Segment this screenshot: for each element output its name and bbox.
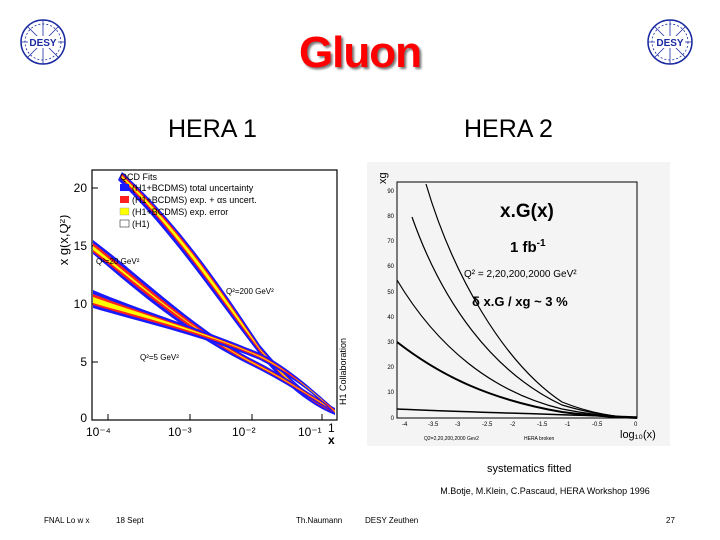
legend-item: (H1+BCDMS) exp. + αs uncert. <box>132 195 257 205</box>
lumi-label: 1 fb-1 <box>510 238 546 256</box>
right-y-tick: 20 <box>387 365 394 371</box>
hera2-label: HERA 2 <box>464 115 553 143</box>
right-y-tick: 10 <box>387 390 394 396</box>
right-y-tick: 40 <box>387 315 394 321</box>
curve-label-q20: Q²=20 GeV² <box>96 257 140 266</box>
right-x-tick: -0.5 <box>592 422 603 428</box>
right-y-tick: 80 <box>387 214 394 220</box>
left-y-tick: 5 <box>80 355 87 369</box>
right-x-tick: 0 <box>634 422 638 428</box>
left-y-tick: 15 <box>74 239 88 253</box>
right-x-tick: -2 <box>510 422 516 428</box>
left-y-tick: 10 <box>74 297 88 311</box>
legend-swatch-exp <box>119 207 130 216</box>
legend-item: (H1+BCDMS) total uncertainty <box>132 183 254 193</box>
legend-swatch-exp-as <box>120 196 129 203</box>
curve-low <box>396 408 638 418</box>
hera1-gluon-plot: x g(x,Q²) 20 15 10 5 0 10⁻⁴ 10⁻³ 10⁻² 10… <box>60 169 348 447</box>
xgx-label: x.G(x) <box>500 201 554 222</box>
systematics-note: systematics fitted <box>487 463 572 475</box>
right-y-tick: 30 <box>387 340 394 346</box>
right-plot-frame <box>396 181 638 419</box>
curve-label-q5: Q²=5 GeV² <box>140 353 179 362</box>
legend-title: QCD Fits <box>120 172 157 182</box>
right-x-axis-label: log₁₀(x) <box>620 429 656 441</box>
footer-page-number: 27 <box>666 516 675 525</box>
footer-date: 18 Sept <box>116 516 144 525</box>
right-x-tick: -3 <box>455 422 461 428</box>
desy-logo-left-text: DESY <box>29 38 57 49</box>
hera2-gluon-plot: xg 90 80 70 60 50 40 30 20 10 0 -4 -3.5 … <box>367 162 670 446</box>
right-small-q2: Q2=2,20,200,2000 Gev2 <box>424 436 479 442</box>
right-y-tick: 70 <box>387 239 394 245</box>
left-x-axis-label: x <box>328 433 335 447</box>
slide-title: Gluon <box>298 28 422 77</box>
left-x-tick: 10⁻³ <box>168 425 192 439</box>
left-plot-frame <box>91 169 338 421</box>
footer-event: FNAL Lo w x <box>44 516 90 525</box>
right-y-axis-label: xg <box>377 172 389 184</box>
left-x-tick: 1 <box>328 421 335 435</box>
desy-logo-right-text: DESY <box>656 38 684 49</box>
credit-line: M.Botje, M.Klein, C.Pascaud, HERA Worksh… <box>440 486 650 496</box>
desy-logo-left: DESY <box>20 19 66 65</box>
right-small-hera: HERA broken <box>524 436 555 442</box>
left-y-tick: 20 <box>74 181 88 195</box>
left-y-axis-label: x g(x,Q²) <box>60 215 71 266</box>
desy-logo-right: DESY <box>647 19 693 65</box>
right-x-tick: -3.5 <box>428 422 439 428</box>
right-x-tick: -4 <box>402 422 408 428</box>
right-x-tick: -1 <box>565 422 571 428</box>
right-x-tick: -1.5 <box>537 422 548 428</box>
legend-swatch-h1 <box>119 219 130 228</box>
left-y-tick: 0 <box>80 411 87 425</box>
legend-item: (H1+BCDMS) exp. error <box>132 207 228 217</box>
left-x-tick: 10⁻² <box>232 425 256 439</box>
footer-author: Th.Naumann <box>296 516 343 525</box>
hera1-label: HERA 1 <box>168 115 257 143</box>
legend-item: (H1) <box>132 219 150 229</box>
left-x-tick: 10⁻¹ <box>298 425 322 439</box>
q2-values-label: Q² = 2,20,200,2000 GeV² <box>464 269 577 280</box>
right-x-tick: -2.5 <box>482 422 493 428</box>
legend-swatch-total <box>120 184 129 191</box>
left-x-tick: 10⁻⁴ <box>86 425 111 439</box>
precision-label: δ x.G / xg ~ 3 % <box>472 294 568 309</box>
h1-collaboration-label: H1 Collaboration <box>338 338 348 405</box>
footer-place: DESY Zeuthen <box>365 516 419 525</box>
right-y-tick: 90 <box>387 189 394 195</box>
right-y-tick: 0 <box>391 416 395 422</box>
curve-label-q200: Q²=200 GeV² <box>226 287 274 296</box>
right-y-tick: 50 <box>387 290 394 296</box>
right-y-tick: 60 <box>387 264 394 270</box>
